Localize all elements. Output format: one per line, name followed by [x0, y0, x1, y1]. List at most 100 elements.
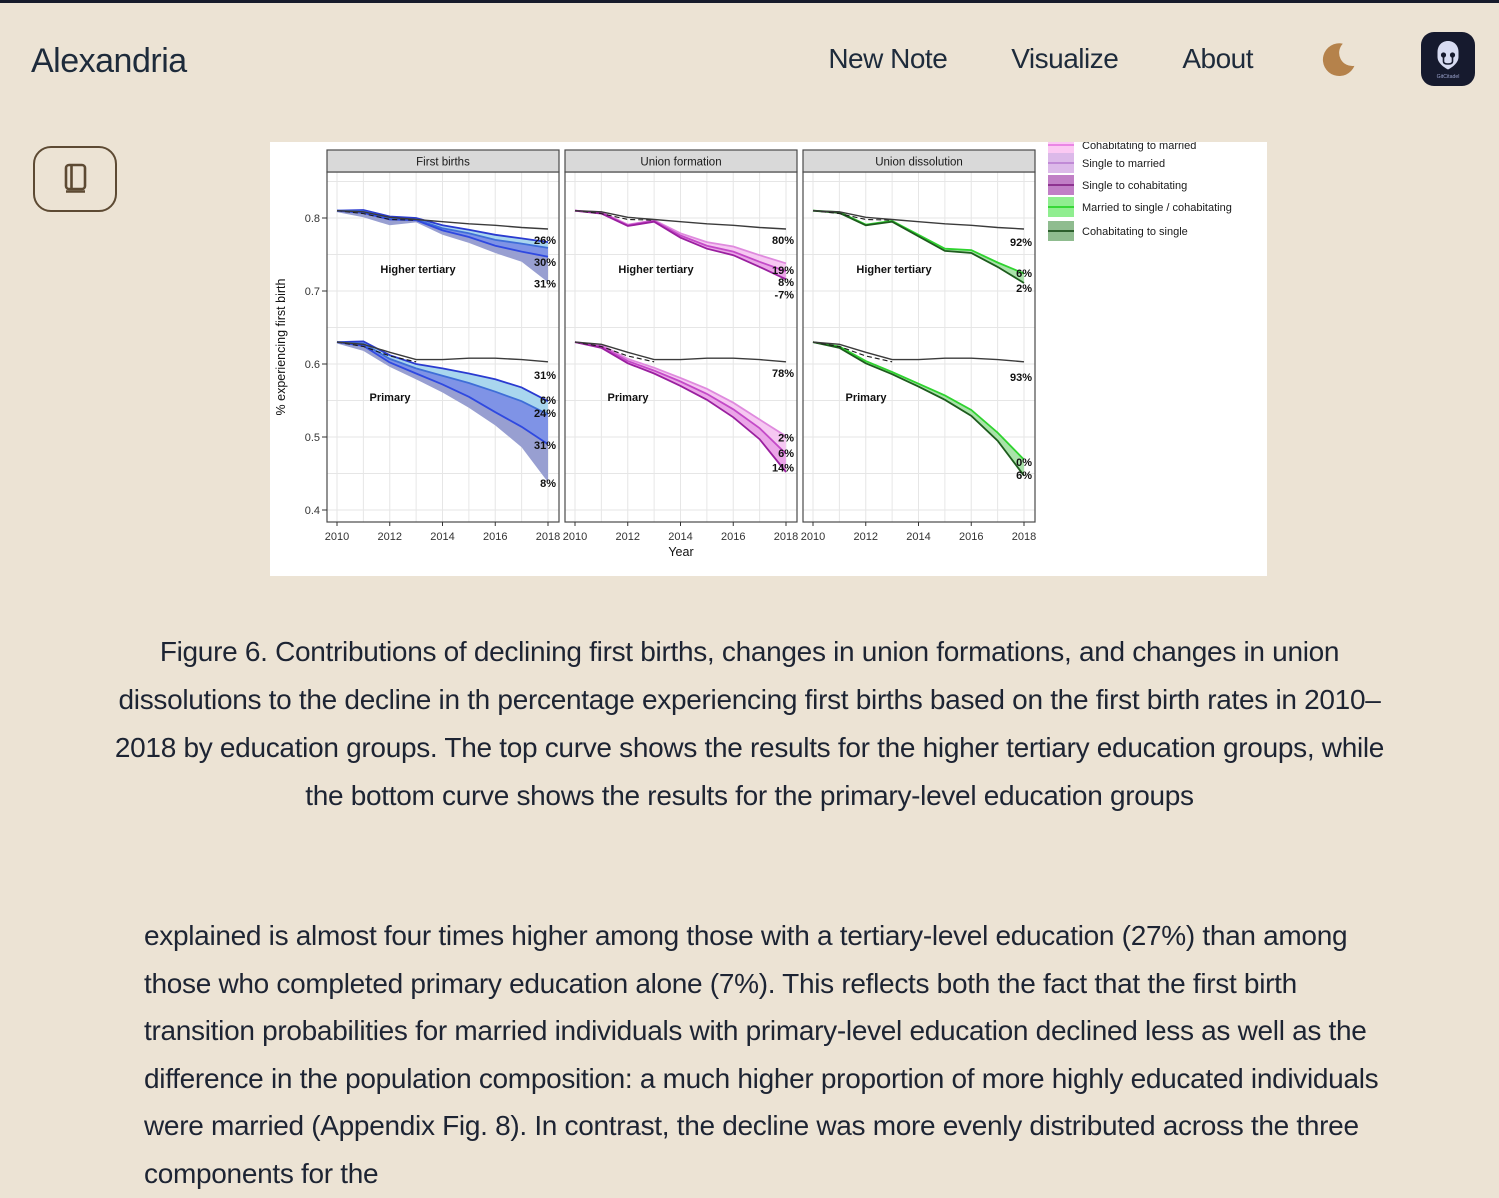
x-tick-label: 2016: [483, 531, 507, 543]
observed-line: [812, 341, 1025, 363]
x-tick-label: 2012: [378, 531, 402, 543]
annotation-label: 8%: [540, 478, 556, 490]
counterfactual-line: [336, 341, 549, 446]
annotation-label: 31%: [534, 440, 556, 452]
dashed-reference-line: [812, 341, 893, 363]
x-tick-label: 2014: [906, 531, 930, 543]
annotation-label: 30%: [534, 257, 556, 269]
annotation-label: 26%: [534, 235, 556, 247]
legend-label: Single to cohabitating: [1082, 180, 1187, 192]
y-tick-label: 0.7: [305, 286, 320, 298]
x-tick-label: 2010: [801, 531, 825, 543]
dashed-reference-line: [812, 210, 893, 221]
window-top-border: [0, 0, 1499, 3]
x-tick-label: 2012: [854, 531, 878, 543]
y-axis-title: % experiencing first birth: [274, 279, 288, 416]
x-tick-label: 2010: [563, 531, 587, 543]
group-label: Higher tertiary: [618, 264, 694, 276]
x-tick-label: 2014: [668, 531, 692, 543]
moon-icon: [1322, 43, 1355, 77]
nav-new-note[interactable]: New Note: [828, 43, 948, 74]
legend-label: Married to single / cohabitating: [1082, 202, 1232, 214]
body-paragraph: explained is almost four times higher am…: [144, 920, 1379, 1189]
main-nav: New Note Visualize About GitCitadel: [828, 0, 1475, 118]
counterfactual-line: [336, 209, 549, 243]
figure-caption: Figure 6. Contributions of declining fir…: [114, 636, 1385, 811]
annotation-label: 24%: [534, 408, 556, 420]
observed-line: [574, 210, 787, 230]
group-label: Primary: [608, 392, 650, 404]
annotation-label: 31%: [534, 370, 556, 382]
group-label: Higher tertiary: [380, 264, 456, 276]
counterfactual-line: [574, 209, 787, 281]
x-tick-label: 2018: [1012, 531, 1036, 543]
x-tick-label: 2010: [325, 531, 349, 543]
dashed-reference-line: [336, 210, 417, 221]
counterfactual-line: [812, 209, 1025, 284]
observed-line: [574, 341, 787, 363]
annotation-label: 31%: [534, 279, 556, 291]
nav-visualize[interactable]: Visualize: [1011, 43, 1119, 74]
observed-line: [812, 210, 1025, 230]
y-tick-label: 0.5: [305, 432, 320, 444]
y-tick-label: 0.6: [305, 359, 320, 371]
group-label: Higher tertiary: [856, 264, 932, 276]
annotation-label: 2%: [778, 433, 794, 445]
counterfactual-line: [812, 341, 1025, 461]
legend-item: Cohabitating to single: [1048, 221, 1188, 241]
annotation-label: 19%: [772, 265, 794, 277]
counterfactual-line: [812, 341, 1025, 477]
panel-union-formation: Higher tertiary 80% 19%8%-7% Primary 78% 2% 6%…: [563, 149, 798, 543]
group-label: Primary: [846, 392, 888, 404]
gitcitadel-logo[interactable]: GitCitadel: [1421, 32, 1475, 86]
dashed-reference-line: [336, 341, 417, 363]
figure-chart: Higher tertiary 26% 30% 31% Primary 31% 6% 24% 3…: [274, 142, 1232, 559]
legend-item: Cohabitating to married: [1048, 142, 1196, 155]
gitcitadel-logo-icon: GitCitadel: [1421, 32, 1475, 86]
annotation-label: 92%: [1010, 237, 1032, 249]
annotation-label: 0%: [1016, 457, 1032, 469]
dashed-reference-line: [574, 341, 655, 363]
svg-text:GitCitadel: GitCitadel: [1437, 74, 1460, 80]
legend-label: Cohabitating to married: [1082, 142, 1196, 152]
figure-image: Higher tertiary 26% 30% 31% Primary 31% 6% 24% 3…: [270, 142, 1267, 576]
x-tick-label: 2016: [959, 531, 983, 543]
x-axis-title: Year: [668, 545, 693, 559]
observed-line: [336, 341, 549, 363]
reader-mode-button[interactable]: [33, 146, 117, 212]
legend-label: Cohabitating to single: [1082, 226, 1188, 238]
counterfactual-line: [336, 341, 549, 416]
app-title: Alexandria: [31, 42, 187, 80]
panel-first-births: Higher tertiary 26% 30% 31% Primary 31% 6%24% 3…: [325, 149, 560, 543]
legend-label: Single to married: [1082, 158, 1165, 170]
y-tick-label: 0.4: [305, 505, 320, 517]
annotation-label: -7%: [774, 290, 794, 302]
dark-mode-toggle[interactable]: [1317, 39, 1357, 79]
x-tick-label: 2016: [721, 531, 745, 543]
annotation-label: 8%: [778, 277, 794, 289]
nav-about[interactable]: About: [1182, 43, 1253, 74]
x-tick-label: 2018: [774, 531, 798, 543]
legend-item: Single to married: [1048, 153, 1165, 173]
x-tick-label: 2012: [616, 531, 640, 543]
y-tick-label: 0.8: [305, 213, 320, 225]
panel-title: Union formation: [640, 157, 721, 169]
annotation-label: 6%: [778, 448, 794, 460]
annotation-label: 80%: [772, 235, 794, 247]
panel-title: First births: [416, 157, 470, 169]
annotation-label: 6%: [1016, 268, 1032, 280]
annotation-label: 6%: [1016, 470, 1032, 482]
book-icon: [64, 163, 87, 193]
counterfactual-line: [574, 341, 787, 455]
group-label: Primary: [370, 392, 412, 404]
annotation-label: 14%: [772, 463, 794, 475]
panel-title: Union dissolution: [875, 157, 963, 169]
legend-item: Single to cohabitating: [1048, 175, 1187, 195]
dashed-reference-line: [574, 210, 655, 221]
x-tick-label: 2014: [430, 531, 454, 543]
annotation-label: 93%: [1010, 372, 1032, 384]
x-tick-label: 2018: [536, 531, 560, 543]
observed-line: [336, 210, 549, 230]
counterfactual-line: [336, 340, 549, 402]
annotation-label: 78%: [772, 368, 794, 380]
